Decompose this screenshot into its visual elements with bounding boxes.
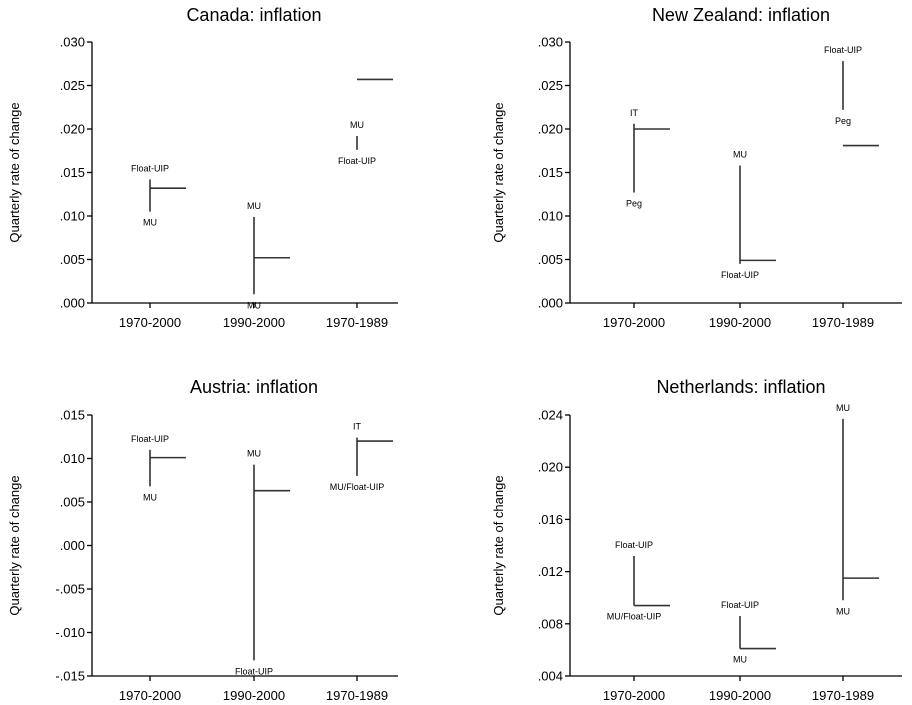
y-tick-label: .016 [538,512,563,527]
chart-panel-4: Netherlands: inflation Quarterly rate of … [491,377,902,703]
x-tick-label: 1990-2000 [223,688,285,703]
range-top-label: MU [733,150,747,160]
x-tick-label: 1970-2000 [119,688,181,703]
chart-title: Netherlands: inflation [656,377,825,397]
y-tick-label: .008 [538,616,563,631]
x-tick-label: 1970-1989 [326,315,388,330]
y-tick-label: .000 [538,296,563,311]
range-top-label: Float-UIP [615,540,653,550]
y-axis-label: Quarterly rate of change [7,475,22,615]
y-tick-label: .005 [538,252,563,267]
range-top-label: IT [630,108,639,118]
range-top-label: Float-UIP [131,163,169,173]
range-bottom-label: MU [733,655,747,665]
x-tick-label: 1970-1989 [326,688,388,703]
y-tick-label: -.005 [55,582,85,597]
range-top-label: MU [836,403,850,413]
range-top-label: Float-UIP [824,45,862,55]
y-tick-label: .000 [60,296,85,311]
chart-panel-2: New Zealand: inflation Quarterly rate of … [491,5,902,330]
y-tick-label: .020 [60,122,85,137]
x-tick-label: 1970-2000 [603,688,665,703]
y-tick-label: .025 [60,78,85,93]
range-top-label: IT [353,422,362,432]
x-tick-label: 1990-2000 [709,315,771,330]
range-top-label: Float-UIP [131,434,169,444]
range-bottom-label: Float-UIP [721,270,759,280]
y-tick-label: -.015 [55,669,85,684]
range-top-label: Float-UIP [721,600,759,610]
range-bottom-label: Float-UIP [338,156,376,166]
y-tick-label: .012 [538,564,563,579]
range-top-label: MU [247,201,261,211]
y-tick-label: .020 [538,122,563,137]
range-bottom-label: Peg [835,116,851,126]
range-bottom-label: MU [143,492,157,502]
y-axis-label: Quarterly rate of change [491,475,506,615]
y-tick-label: .025 [538,78,563,93]
y-tick-label: .000 [60,538,85,553]
y-tick-label: .020 [538,460,563,475]
y-tick-label: .005 [60,252,85,267]
x-tick-label: 1970-2000 [603,315,665,330]
y-axis-label: Quarterly rate of change [491,102,506,242]
x-tick-label: 1970-1989 [812,315,874,330]
range-top-label: MU [247,449,261,459]
chart-title: Canada: inflation [186,5,321,25]
range-bottom-label: MU [247,300,261,310]
y-tick-label: .015 [60,165,85,180]
chart-panel-3: Austria: inflation Quarterly rate of chan… [7,377,398,703]
range-bottom-label: MU [143,218,157,228]
x-tick-label: 1970-1989 [812,688,874,703]
y-axis-label: Quarterly rate of change [7,102,22,242]
y-tick-label: -.010 [55,625,85,640]
chart-title: New Zealand: inflation [652,5,830,25]
range-bottom-label: MU/Float-UIP [607,612,662,622]
y-tick-label: .030 [538,35,563,50]
chart-title: Austria: inflation [190,377,318,397]
y-tick-label: .030 [60,35,85,50]
y-tick-label: .024 [538,408,563,423]
x-tick-label: 1990-2000 [223,315,285,330]
y-tick-label: .005 [60,495,85,510]
y-tick-label: .004 [538,669,563,684]
y-tick-label: .010 [60,451,85,466]
x-tick-label: 1990-2000 [709,688,771,703]
y-tick-label: .015 [538,165,563,180]
x-tick-label: 1970-2000 [119,315,181,330]
chart-panel-1: Canada: inflation Quarterly rate of chang… [7,5,398,330]
range-top-label: MU [350,120,364,130]
range-bottom-label: Float-UIP [235,666,273,676]
range-bottom-label: Peg [626,199,642,209]
range-bottom-label: MU [836,606,850,616]
y-tick-label: .015 [60,408,85,423]
range-bottom-label: MU/Float-UIP [330,482,385,492]
y-tick-label: .010 [60,209,85,224]
y-tick-label: .010 [538,209,563,224]
